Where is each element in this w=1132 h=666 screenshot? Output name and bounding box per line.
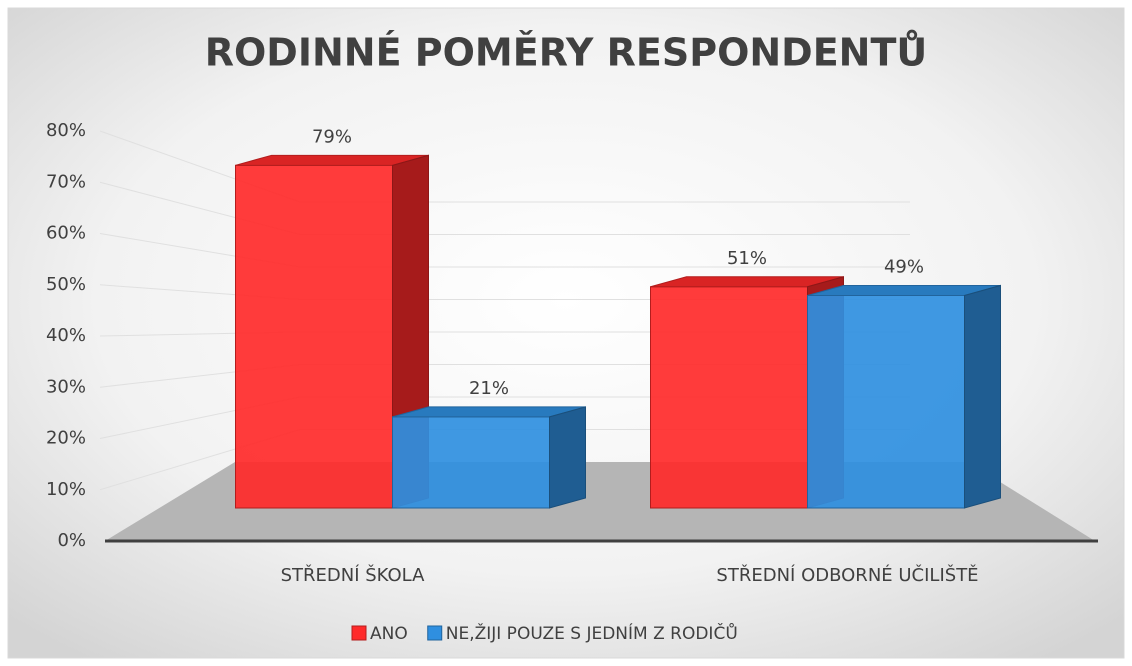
data-label: 79%: [312, 126, 352, 147]
bar-side: [549, 406, 586, 509]
x-tick-label: STŘEDNÍ ODBORNÉ UČILIŠTĚ: [716, 564, 978, 586]
y-tick-label: 40%: [46, 325, 86, 346]
legend-swatch: [427, 625, 443, 641]
x-tick-label: STŘEDNÍ ŠKOLA: [281, 564, 426, 586]
legend-swatch: [351, 625, 367, 641]
data-label: 51%: [727, 248, 767, 269]
data-label: 49%: [884, 256, 924, 277]
y-tick-label: 80%: [46, 120, 86, 141]
chart-title: RODINNÉ POMĚRY RESPONDENTŮ: [205, 31, 928, 75]
y-tick-label: 30%: [46, 376, 86, 397]
y-tick-label: 10%: [46, 479, 86, 500]
y-tick-label: 0%: [57, 530, 86, 551]
bar-front: [235, 164, 393, 509]
legend-label: NE,ŽIJI POUZE S JEDNÍM Z RODIČŮ: [446, 622, 738, 644]
data-label: 21%: [469, 378, 509, 399]
bar-side: [964, 284, 1001, 509]
legend-label: ANO: [370, 624, 408, 644]
bar-front: [392, 416, 550, 509]
legend: ANO NE,ŽIJI POUZE S JEDNÍM Z RODIČŮ: [351, 622, 738, 644]
bar-front: [650, 286, 808, 509]
y-tick-label: 50%: [46, 274, 86, 295]
bar-front: [807, 294, 965, 509]
y-tick-label: 60%: [46, 223, 86, 244]
y-tick-label: 20%: [46, 428, 86, 449]
y-tick-label: 70%: [46, 171, 86, 192]
